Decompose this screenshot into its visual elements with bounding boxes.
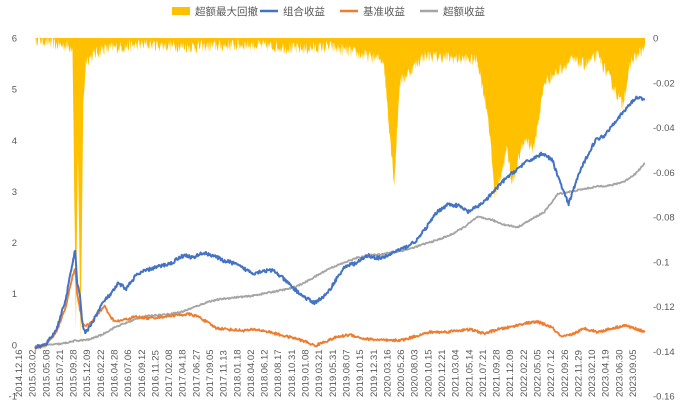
legend: 超额最大回撤 组合收益 基准收益 超额收益 — [172, 5, 485, 18]
x-axis-tick-label: 2019.01.08 — [301, 349, 312, 397]
x-axis-tick-label: 2016.07.06 — [123, 349, 134, 397]
x-axis-tick-label: 2015.09.28 — [69, 349, 80, 397]
x-axis-tick-label: 2017.02.08 — [164, 349, 175, 397]
x-axis-tick-label: 2019.12.31 — [369, 349, 380, 397]
x-axis-tick-label: 2020.05.26 — [396, 349, 407, 397]
x-axis-tick-label: 2018.10.31 — [287, 349, 298, 397]
x-axis-tick-label: 2022.09.26 — [560, 349, 571, 397]
x-axis-tick-label: 2021.03.04 — [451, 349, 462, 397]
left-axis-tick-label: 0 — [12, 340, 17, 351]
x-axis-tick-label: 2022.07.12 — [546, 349, 557, 397]
right-axis-tick-label: -0.04 — [653, 123, 675, 134]
left-axis-tick-label: 4 — [12, 136, 17, 147]
x-axis-tick-label: 2014.12.16 — [14, 349, 25, 397]
left-axis-tick-label: -1 — [9, 392, 17, 403]
right-axis-tick-label: -0.14 — [653, 347, 675, 358]
series-line-excess — [34, 162, 646, 349]
x-axis-tick-label: 2020.12.21 — [437, 349, 448, 397]
x-axis-tick-label: 2015.03.02 — [28, 349, 39, 397]
legend-item: 超额收益 — [420, 5, 485, 18]
legend-item: 组合收益 — [260, 5, 325, 18]
series-lines-layer — [34, 95, 646, 350]
legend-label: 组合收益 — [283, 5, 325, 18]
x-axis-tick-label: 2018.01.18 — [232, 349, 243, 397]
legend-swatch — [172, 7, 190, 15]
left-axis-tick-label: 2 — [12, 238, 17, 249]
x-axis-tick-label: 2023.06.30 — [614, 349, 625, 397]
left-axis: -1 0 1 2 3 4 5 6 — [9, 34, 17, 403]
x-axis-tick-label: 2016.09.12 — [137, 349, 148, 397]
series-line-benchmark — [34, 268, 646, 349]
x-axis-tick-label: 2019.10.15 — [355, 349, 366, 397]
right-axis-tick-label: -0.06 — [653, 168, 675, 179]
x-axis-tick-label: 2016.02.22 — [96, 349, 107, 397]
x-axis-tick-label: 2019.08.07 — [342, 349, 353, 397]
x-axis-tick-label: 2022.02.22 — [519, 349, 530, 397]
left-axis-tick-label: 5 — [12, 85, 17, 96]
x-axis-tick-label: 2021.07.21 — [478, 349, 489, 397]
x-axis-tick-label: 2020.10.15 — [423, 349, 434, 397]
x-axis-tick-label: 2018.08.17 — [273, 349, 284, 397]
x-axis-tick-label: 2015.07.21 — [55, 349, 66, 397]
right-axis-tick-label: -0.16 — [653, 392, 675, 403]
right-axis: 0 -0.02 -0.04 -0.06 -0.08 -0.1 -0.12 -0.14 -0.16 — [653, 34, 675, 403]
legend-item: 基准收益 — [340, 5, 405, 18]
x-axis-tick-label: 2022.11.29 — [573, 350, 584, 397]
series-line-portfolio — [34, 95, 646, 350]
right-axis-tick-label: -0.08 — [653, 213, 675, 224]
x-axis-tick-label: 2016.04.28 — [110, 349, 121, 397]
right-axis-tick-label: -0.1 — [653, 257, 669, 268]
x-axis-tick-label: 2023.02.10 — [587, 349, 598, 397]
series-area-drawdown — [35, 38, 645, 340]
x-axis-tick-label: 2018.06.12 — [260, 349, 271, 397]
x-axis: 2014.12.16 2015.03.02 2015.05.08 2015.07.21… — [14, 349, 639, 397]
left-axis-tick-label: 6 — [12, 34, 17, 45]
x-axis-tick-label: 2017.09.05 — [205, 349, 216, 397]
legend-label: 基准收益 — [363, 5, 405, 18]
x-axis-tick-label: 2017.06.27 — [191, 349, 202, 397]
legend-item: 超额最大回撤 — [172, 5, 258, 18]
left-axis-tick-label: 1 — [12, 289, 17, 300]
x-axis-tick-label: 2016.11.25 — [150, 350, 161, 397]
right-axis-tick-label: 0 — [653, 34, 658, 45]
right-axis-tick-label: -0.12 — [653, 302, 675, 313]
x-axis-tick-label: 2015.05.08 — [41, 349, 52, 397]
drawdown-area-layer — [35, 38, 645, 340]
x-axis-tick-label: 2021.09.28 — [492, 349, 503, 397]
x-axis-tick-label: 2021.12.09 — [505, 349, 516, 397]
legend-label: 超额最大回撤 — [195, 5, 258, 18]
x-axis-tick-label: 2017.04.18 — [178, 349, 189, 397]
x-axis-tick-label: 2020.08.03 — [410, 349, 421, 397]
left-axis-tick-label: 3 — [12, 187, 17, 198]
x-axis-tick-label: 2019.05.31 — [328, 349, 339, 397]
right-axis-tick-label: -0.02 — [653, 78, 675, 89]
x-axis-tick-label: 2023.04.19 — [601, 349, 612, 397]
x-axis-tick-label: 2020.03.16 — [382, 349, 393, 397]
x-axis-tick-label: 2017.11.13 — [219, 350, 230, 397]
x-axis-tick-label: 2019.03.21 — [314, 349, 325, 397]
x-axis-tick-label: 2018.04.02 — [246, 349, 257, 397]
legend-label: 超额收益 — [443, 5, 485, 18]
x-axis-tick-label: 2022.05.05 — [533, 349, 544, 397]
x-axis-tick-label: 2015.12.09 — [82, 349, 93, 397]
x-axis-tick-label: 2021.05.14 — [464, 349, 475, 397]
x-axis-tick-label: 2023.09.05 — [628, 349, 639, 397]
